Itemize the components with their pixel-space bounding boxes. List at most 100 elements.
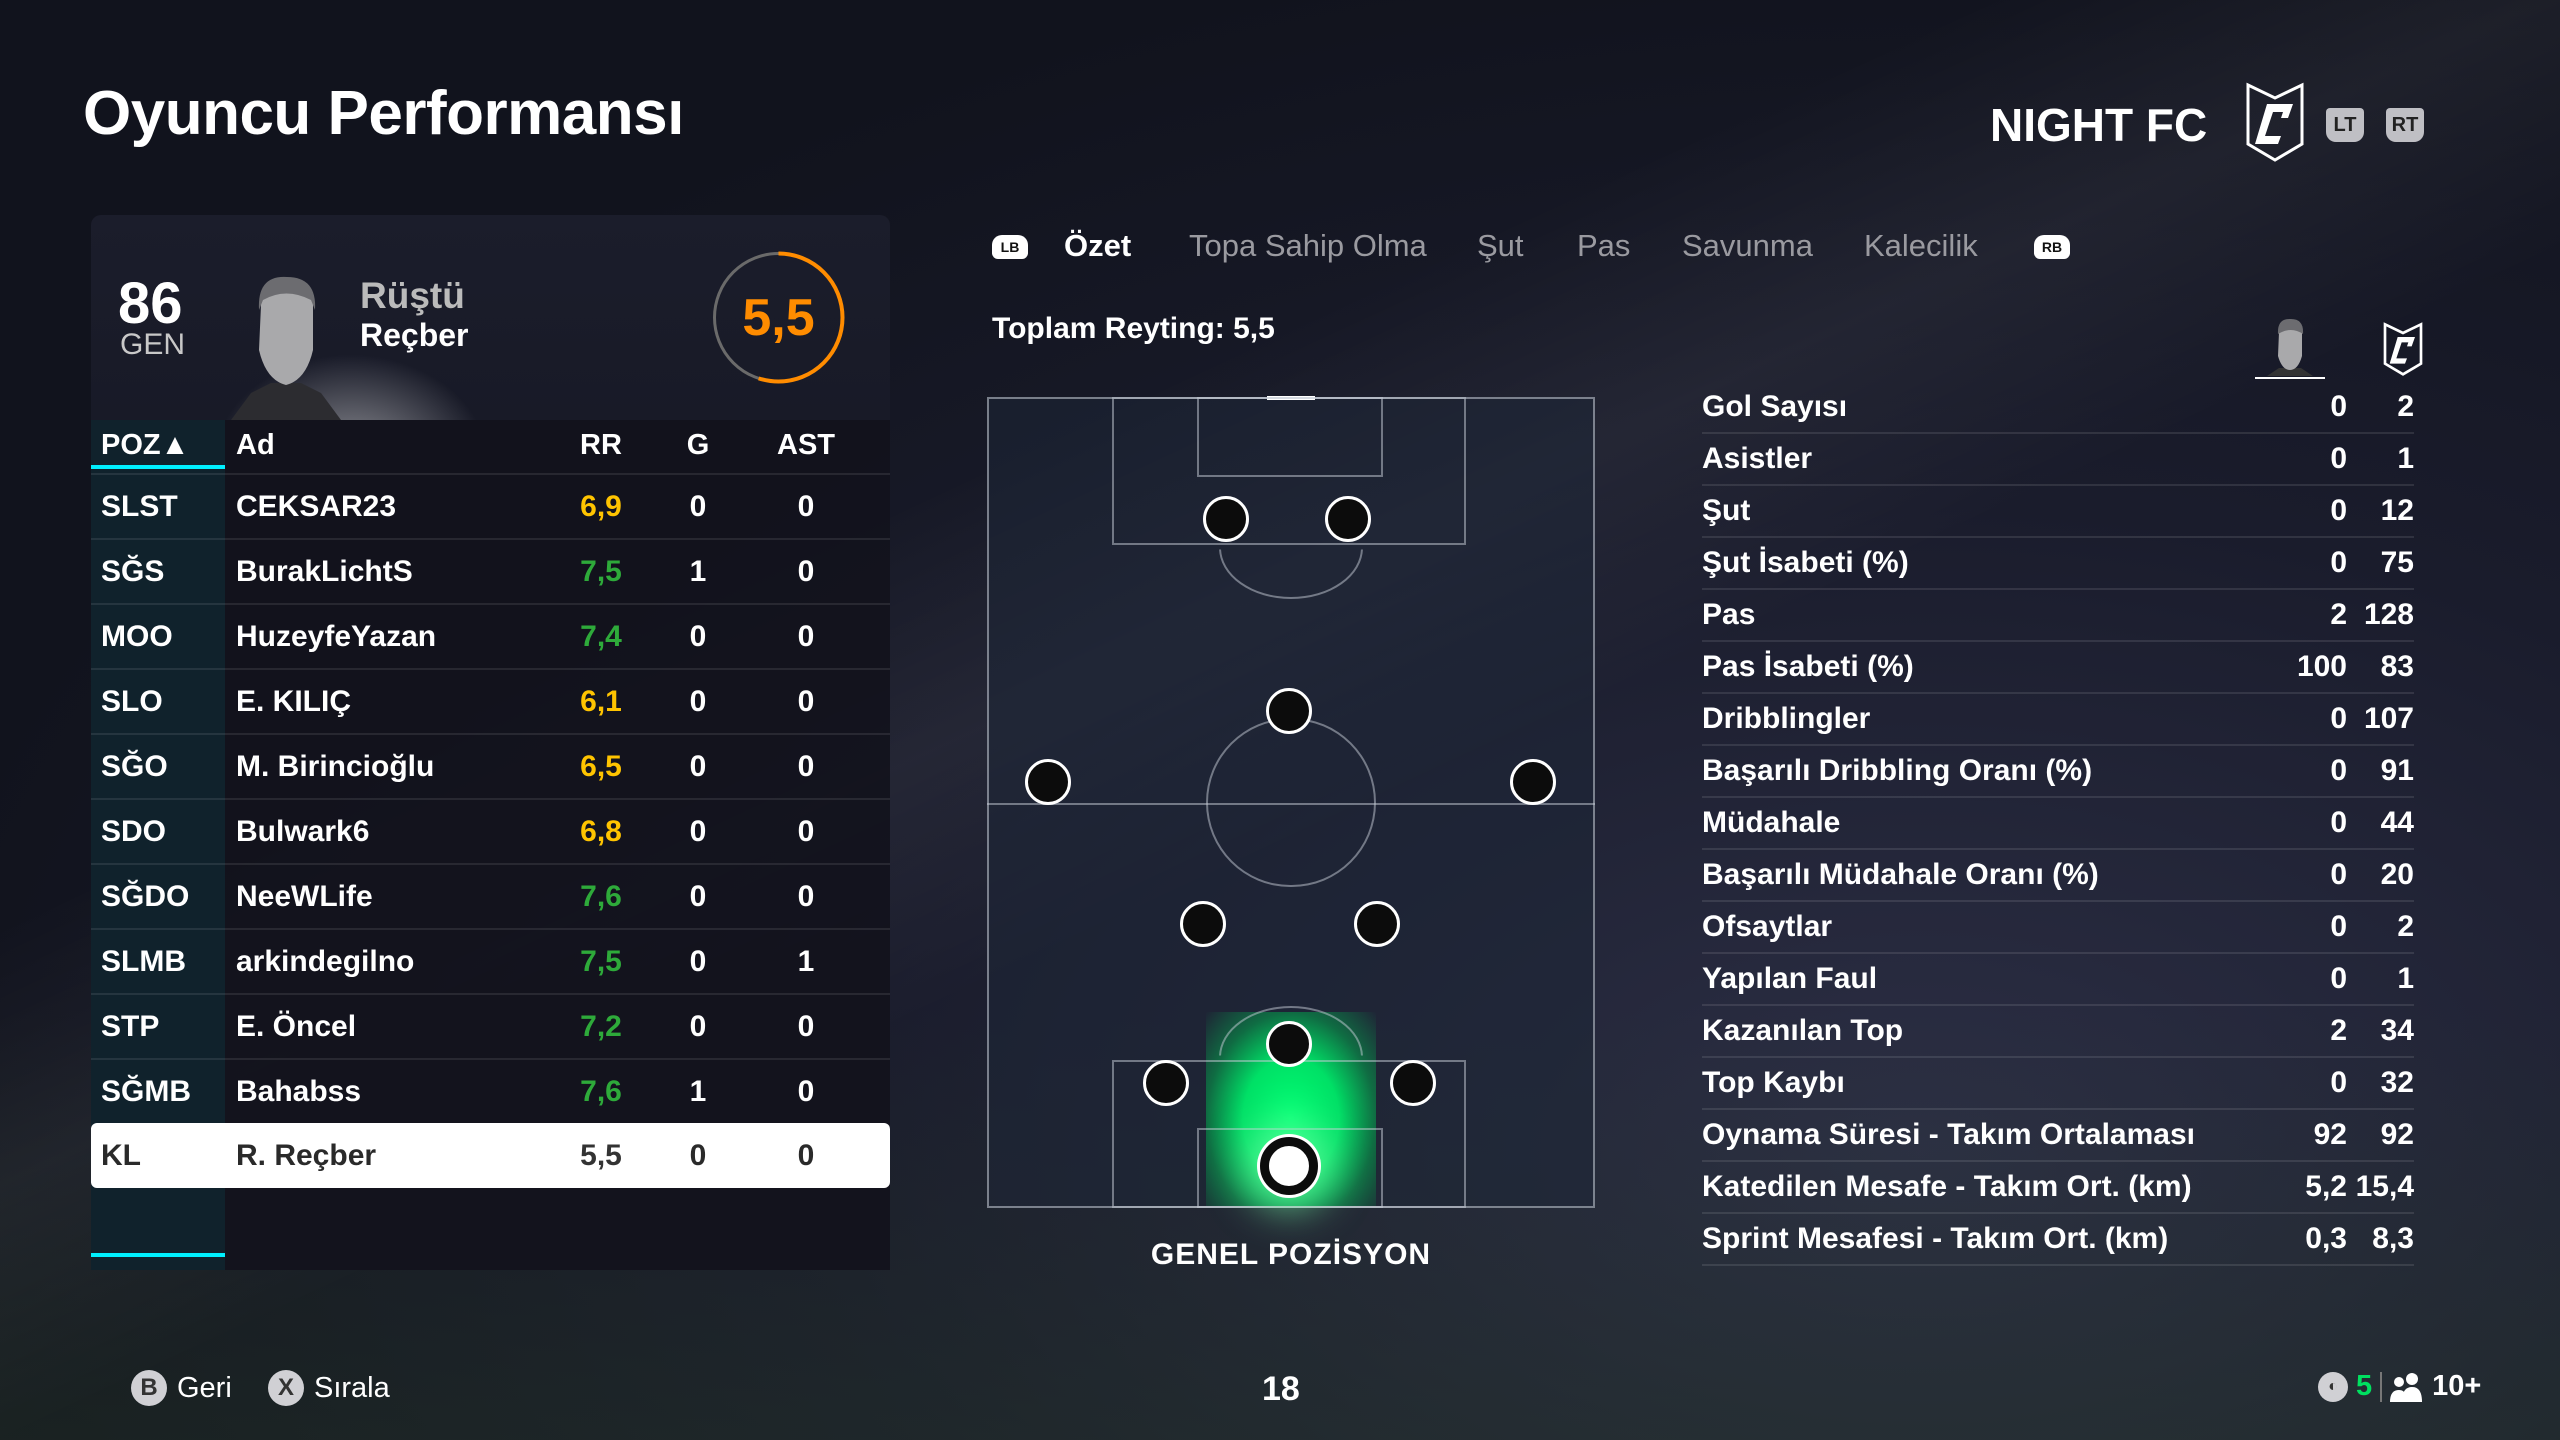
stat-team-value: 15,4	[2355, 1170, 2414, 1203]
stat-row: Kazanılan Top 2 34	[1702, 1006, 2414, 1058]
row-name: CEKSAR23	[236, 489, 397, 523]
x-button-icon: X	[268, 1370, 304, 1406]
row-goals: 0	[689, 489, 707, 523]
col-header-g[interactable]: G	[686, 428, 710, 461]
table-row[interactable]: SDO Bulwark6 6,8 0 0	[91, 798, 890, 863]
teammate-marker	[1390, 1059, 1436, 1106]
stat-player-value: 2	[2330, 598, 2347, 631]
stat-label: Katedilen Mesafe - Takım Ort. (km)	[1702, 1170, 2192, 1203]
tab-2[interactable]: Şut	[1477, 228, 1524, 263]
row-assists: 0	[797, 1009, 815, 1043]
teammate-marker	[1266, 687, 1313, 734]
row-pos: SLMB	[101, 944, 186, 978]
row-pos: KL	[101, 1138, 141, 1172]
stat-player-value: 5,2	[2305, 1170, 2347, 1203]
table-row[interactable]: MOO HuzeyfeYazan 7,4 0 0	[91, 603, 890, 668]
teammate-marker	[1353, 900, 1400, 947]
player-silhouette-icon	[231, 276, 341, 420]
tab-1[interactable]: Topa Sahip Olma	[1189, 228, 1427, 263]
pitch-label: GENEL POZİSYON	[1150, 1238, 1432, 1271]
teammate-marker	[1266, 1020, 1313, 1067]
stat-player-value: 100	[2296, 650, 2347, 683]
stat-label: Asistler	[1702, 442, 1813, 475]
stat-team-value: 83	[2380, 650, 2414, 683]
col-header-pos[interactable]: POZ▲	[101, 428, 190, 461]
row-assists: 1	[797, 944, 815, 978]
goal-area-bottom	[1196, 1128, 1384, 1208]
row-rating: 6,5	[580, 749, 622, 783]
row-assists: 0	[797, 814, 815, 848]
stat-row: Oynama Süresi - Takım Ortalaması 92 92	[1702, 1110, 2414, 1162]
stats-table: Gol Sayısı 0 2 Asistler 0 1 Şut 0 12 Şut İsabeti …	[1702, 382, 2414, 1266]
row-pos: SĞMB	[101, 1074, 191, 1108]
table-row[interactable]: SLST CEKSAR23 6,9 0 0	[91, 473, 890, 538]
table-row[interactable]: SLMB arkindegilno 7,5 0 1	[91, 928, 890, 993]
table-row[interactable]: SĞO M. Birincioğlu 6,5 0 0	[91, 733, 890, 798]
row-assists: 0	[797, 684, 815, 718]
col-header-ast[interactable]: AST	[777, 428, 835, 461]
table-row[interactable]: SĞMB Bahabss 7,6 1 0	[91, 1058, 890, 1123]
stat-player-value: 0	[2330, 858, 2347, 891]
sort-indicator	[91, 465, 225, 469]
teammate-marker	[1202, 496, 1249, 543]
stat-player-value: 0	[2330, 442, 2347, 475]
row-pos: SĞO	[101, 749, 168, 783]
stat-player-value: 0	[2330, 806, 2347, 839]
stat-team-value: 8,3	[2372, 1222, 2414, 1255]
table-row[interactable]: STP E. Öncel 7,2 0 0	[91, 993, 890, 1058]
stat-team-value: 75	[2380, 546, 2414, 579]
stat-row: Başarılı Dribbling Oranı (%) 0 91	[1702, 746, 2414, 798]
row-rating: 7,4	[580, 619, 622, 653]
divider	[2380, 1371, 2383, 1402]
row-rating: 6,1	[580, 684, 622, 718]
table-row[interactable]: SĞDO NeeWLife 7,6 0 0	[91, 863, 890, 928]
row-assists: 0	[797, 554, 815, 588]
back-action[interactable]: B Geri	[131, 1370, 232, 1406]
row-pos: SLO	[101, 684, 163, 718]
row-pos: SLST	[101, 489, 178, 523]
sort-action[interactable]: X Sırala	[268, 1370, 390, 1406]
club-crest-icon	[2246, 82, 2304, 162]
stat-row: Şut 0 12	[1702, 486, 2414, 538]
stat-team-value: 92	[2380, 1118, 2414, 1151]
tab-0[interactable]: Özet	[1064, 228, 1132, 263]
row-goals: 1	[689, 1074, 707, 1108]
rb-button[interactable]: RB	[2034, 235, 2070, 259]
stat-label: Pas	[1702, 598, 1756, 631]
stat-row: Asistler 0 1	[1702, 434, 2414, 486]
row-name: HuzeyfeYazan	[236, 619, 437, 653]
stat-player-value: 92	[2313, 1118, 2347, 1151]
stat-team-value: 128	[2363, 598, 2414, 631]
row-assists: 0	[797, 749, 815, 783]
row-name: E. Öncel	[236, 1009, 357, 1043]
stat-label: Sprint Mesafesi - Takım Ort. (km)	[1702, 1222, 2169, 1255]
player-avatar-icon	[2255, 318, 2325, 379]
lb-button[interactable]: LB	[992, 235, 1028, 259]
col-header-name[interactable]: Ad	[236, 428, 275, 461]
teammate-marker	[1180, 900, 1227, 947]
col-header-rr[interactable]: RR	[580, 428, 622, 461]
tab-3[interactable]: Pas	[1577, 228, 1631, 263]
rating-ring	[712, 251, 845, 384]
status-indicators: ◐ 5 10+	[2318, 1370, 2481, 1403]
tab-4[interactable]: Savunma	[1682, 228, 1813, 263]
lt-button[interactable]: LT	[2326, 108, 2364, 142]
table-row[interactable]: SLO E. KILIÇ 6,1 0 0	[91, 668, 890, 733]
row-goals: 0	[689, 684, 707, 718]
stat-player-value: 0	[2330, 702, 2347, 735]
connection-icon: ◐	[2318, 1371, 2348, 1402]
tab-5[interactable]: Kalecilik	[1864, 228, 1978, 263]
teammate-marker	[1509, 759, 1556, 806]
stat-label: Ofsaytlar	[1702, 910, 1833, 943]
rt-button[interactable]: RT	[2386, 108, 2424, 142]
overall-label: GEN	[120, 328, 186, 361]
table-row[interactable]: SĞS BurakLichtS 7,5 1 0	[91, 538, 890, 603]
row-goals: 0	[689, 944, 707, 978]
table-row[interactable]: KL R. Reçber 5,5 0 0	[91, 1123, 890, 1188]
team-crest-icon	[2383, 322, 2423, 376]
stat-player-value: 0	[2330, 910, 2347, 943]
stat-label: Yapılan Faul	[1702, 962, 1878, 995]
row-goals: 1	[689, 554, 707, 588]
stat-player-value: 0	[2330, 754, 2347, 787]
stat-label: Müdahale	[1702, 806, 1841, 839]
